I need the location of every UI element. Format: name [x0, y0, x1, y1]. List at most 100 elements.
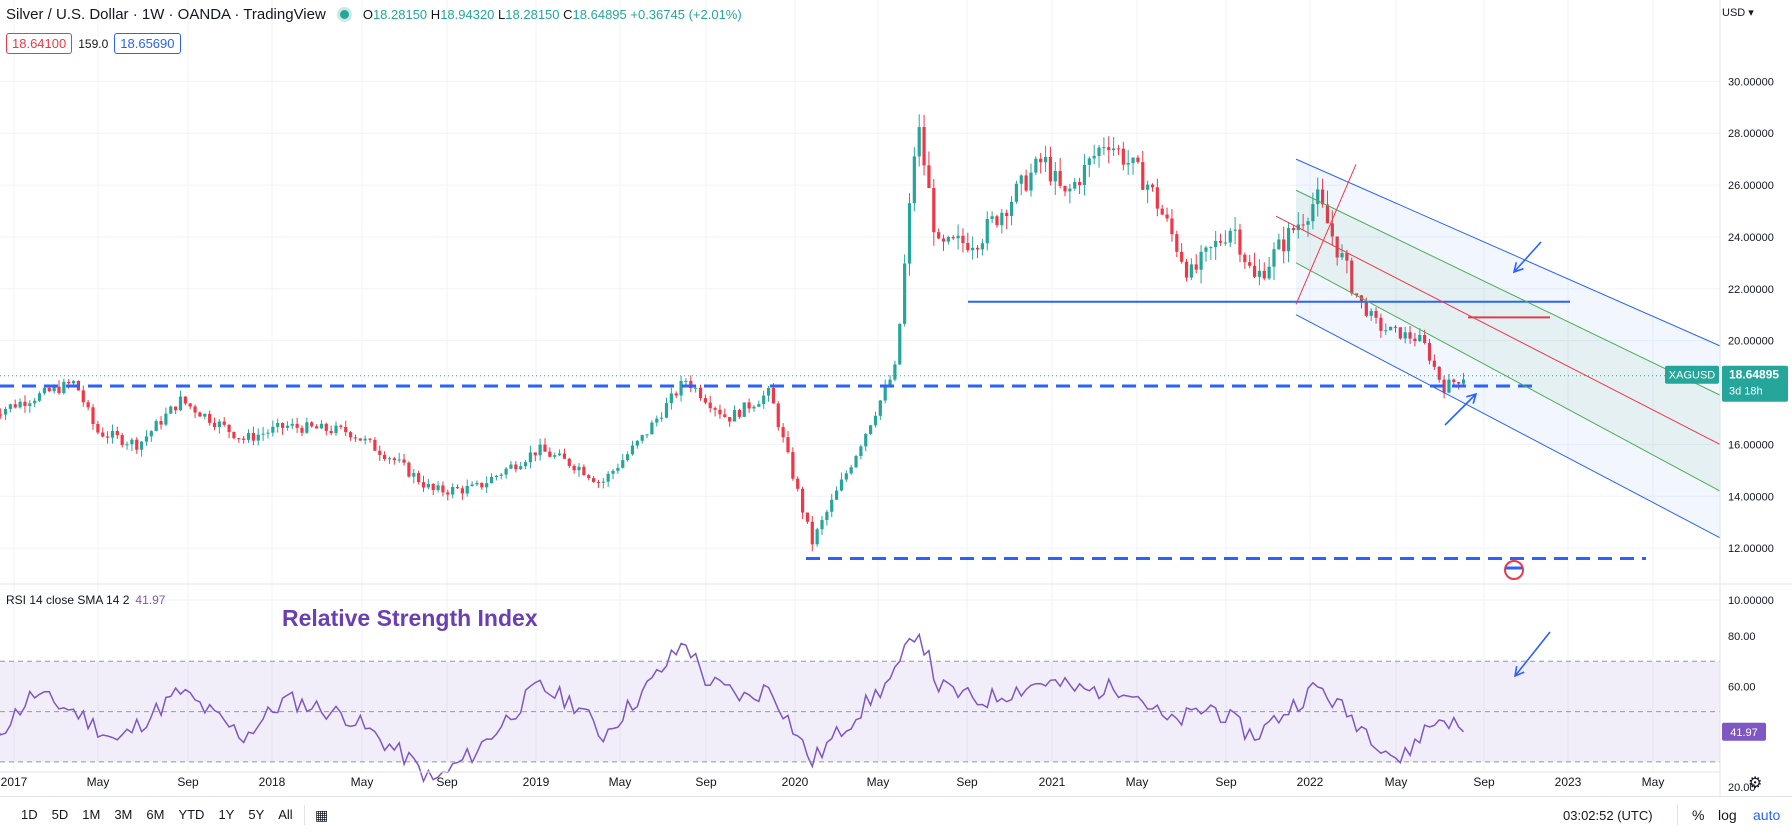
candle-body — [1311, 204, 1315, 222]
candle-body — [42, 387, 47, 394]
candle-body — [1180, 251, 1184, 262]
sell-button[interactable]: 18.64100 — [6, 33, 73, 54]
candle-body — [1350, 260, 1354, 294]
candle-body — [455, 487, 460, 489]
candle-body — [815, 529, 819, 545]
candle-body — [261, 433, 265, 435]
divider — [1677, 805, 1678, 825]
candle-body — [227, 424, 231, 432]
range-button-3m[interactable]: 3M — [114, 807, 133, 822]
range-button-6m[interactable]: 6M — [146, 807, 165, 822]
candle-body — [13, 404, 17, 408]
range-button-5y[interactable]: 5Y — [248, 807, 265, 822]
candle-body — [130, 439, 134, 445]
candle-body — [591, 478, 596, 483]
gear-icon[interactable]: ⚙ — [1748, 775, 1763, 792]
candle-body — [115, 430, 119, 436]
candle-body — [1214, 241, 1218, 248]
candle-body — [907, 203, 912, 264]
candle-body — [23, 401, 27, 406]
price-tag-value: 18.64895 — [1729, 368, 1779, 382]
candle-body — [548, 451, 552, 457]
candle-body — [1398, 327, 1402, 339]
candle-body — [1238, 229, 1242, 255]
candle-body — [290, 423, 294, 426]
candle-body — [1379, 317, 1383, 331]
candle-body — [105, 436, 110, 438]
price-tag — [1722, 365, 1788, 402]
candle-body — [1277, 239, 1281, 250]
calendar-icon[interactable]: ▦ — [315, 807, 329, 823]
currency-selector[interactable]: USD ▾ — [1722, 7, 1754, 19]
candle-body — [538, 444, 542, 456]
candle-body — [1345, 253, 1349, 261]
candle-body — [1092, 155, 1096, 159]
candle-body — [174, 406, 178, 411]
candle-body — [888, 379, 892, 387]
y-tick-label: 14.00000 — [1728, 491, 1774, 503]
candle-body — [67, 381, 71, 384]
pitchfork-handle — [1295, 164, 1357, 305]
candle-body — [873, 415, 878, 426]
candle-body — [630, 445, 635, 455]
candle-body — [854, 455, 858, 468]
candle-body — [1374, 310, 1378, 318]
candle-body — [242, 438, 246, 440]
candle-body — [713, 408, 717, 410]
bottom-toolbar: 1D 5D 1M 3M 6M YTD 1Y 5Y All ▦ 03:02:52 (UTC) % … — [0, 796, 1792, 834]
percent-toggle[interactable]: % — [1692, 807, 1705, 823]
candle-body — [1029, 172, 1033, 191]
candle-body — [1423, 334, 1427, 343]
range-button-1d[interactable]: 1D — [21, 807, 38, 822]
candle-body — [1189, 264, 1193, 278]
candlestick-series — [0, 114, 1466, 552]
clock[interactable]: 03:02:52 (UTC) — [1563, 808, 1653, 823]
rsi-tick-label: 80.00 — [1728, 631, 1756, 643]
candle-body — [1218, 241, 1223, 243]
candle-body — [101, 432, 105, 437]
candle-body — [475, 482, 479, 485]
candle-body — [1301, 224, 1305, 226]
candle-body — [1146, 184, 1150, 190]
candle-body — [1340, 253, 1344, 258]
range-button-5d[interactable]: 5D — [51, 807, 69, 822]
x-tick-label: May — [1642, 775, 1665, 789]
range-button-1y[interactable]: 1Y — [218, 807, 235, 822]
rsi-value: 41.97 — [135, 593, 166, 607]
symbol-title[interactable]: Silver / U.S. Dollar · 1W · OANDA · Trad… — [6, 6, 326, 23]
candle-body — [728, 417, 732, 422]
candle-body — [358, 438, 362, 441]
log-toggle[interactable]: log — [1718, 807, 1737, 823]
candle-body — [1048, 156, 1053, 182]
candle-body — [689, 380, 693, 389]
candle-body — [601, 481, 605, 483]
arrow-annotation — [1444, 393, 1477, 426]
candle-body — [1228, 230, 1232, 243]
auto-toggle[interactable]: auto — [1753, 807, 1781, 823]
candle-body — [937, 232, 941, 239]
candle-body — [523, 462, 528, 467]
candle-body — [1393, 326, 1398, 328]
y-tick-label: 20.00000 — [1728, 336, 1774, 348]
candle-body — [246, 432, 251, 440]
range-button-all[interactable]: All — [278, 807, 293, 822]
candle-body — [135, 439, 139, 450]
candle-body — [154, 421, 158, 432]
buy-button[interactable]: 18.65690 — [114, 33, 181, 54]
candle-body — [310, 422, 314, 427]
candle-body — [1252, 265, 1257, 277]
candle-body — [212, 422, 217, 428]
x-tick-label: Sep — [1473, 775, 1495, 789]
candle-body — [509, 464, 513, 469]
range-button-1m[interactable]: 1M — [82, 807, 101, 822]
candle-body — [392, 458, 396, 461]
candle-body — [562, 453, 567, 459]
candle-body — [941, 238, 946, 242]
candle-body — [611, 470, 615, 474]
range-button-ytd[interactable]: YTD — [178, 807, 205, 822]
candle-body — [533, 452, 537, 456]
x-tick-label: Sep — [695, 775, 717, 789]
candle-body — [1131, 157, 1135, 164]
candle-body — [669, 393, 673, 404]
